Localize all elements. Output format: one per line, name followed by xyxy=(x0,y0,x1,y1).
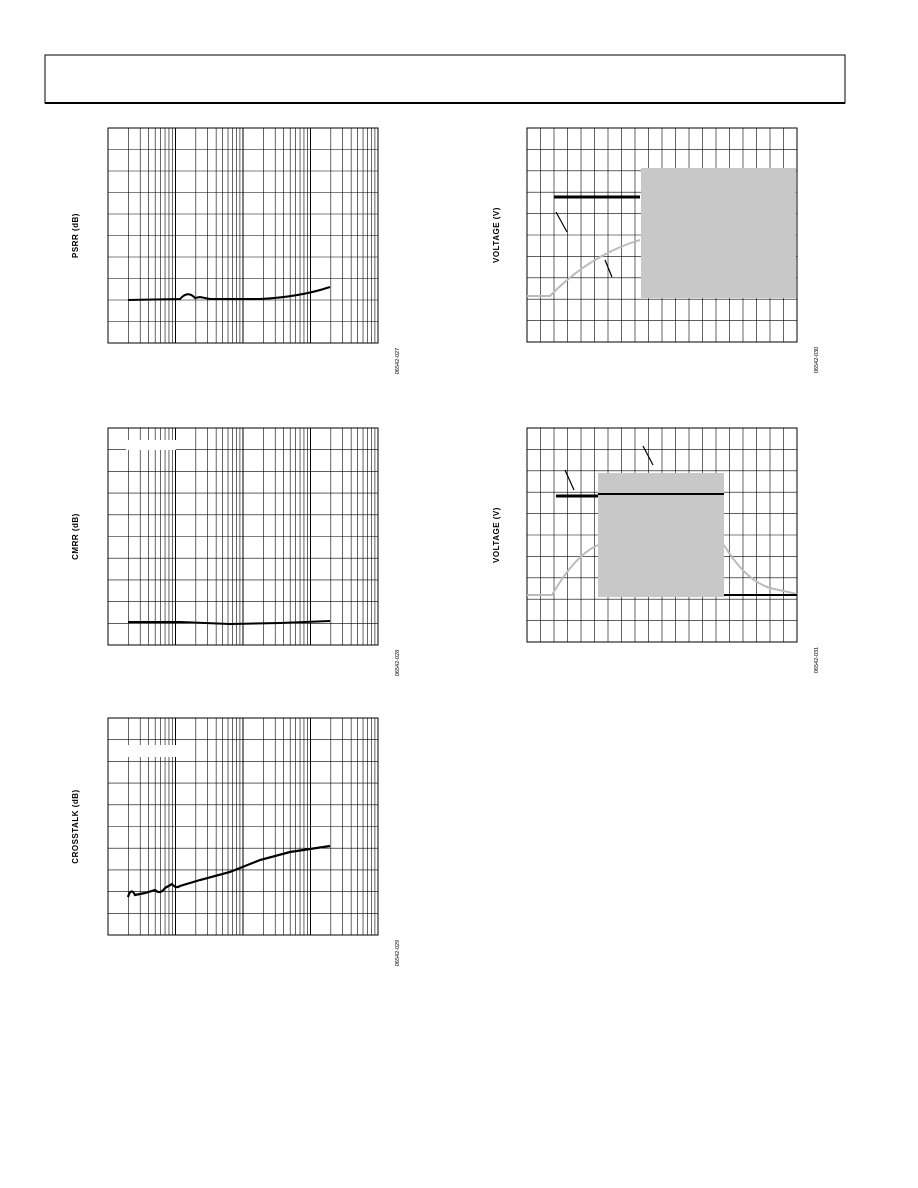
trace xyxy=(127,286,331,301)
axis-label: CMRR (dB) xyxy=(71,513,80,560)
arrow xyxy=(555,211,613,278)
trace xyxy=(527,544,798,596)
trace xyxy=(527,239,641,297)
figure: PSRR (dB) 06542-027 xyxy=(71,127,401,374)
trace xyxy=(128,620,331,626)
figure: CROSSTALK (dB) 06542-029 xyxy=(71,717,401,966)
header-box xyxy=(44,54,846,104)
axis-label: PSRR (dB) xyxy=(71,213,80,258)
trace xyxy=(126,844,331,898)
figure-id: 06542-029 xyxy=(395,940,401,966)
figure-id: 06542-027 xyxy=(395,348,401,374)
axis-label: VOLTAGE (V) xyxy=(492,207,501,263)
axis-label: CROSSTALK (dB) xyxy=(71,789,80,863)
figure-id: 06542-031 xyxy=(814,647,820,673)
figure-id: 06542-030 xyxy=(814,347,820,373)
figure: CMRR (dB) 06542-028 xyxy=(71,427,401,676)
noise-band xyxy=(598,473,724,597)
legend-mask xyxy=(126,440,176,450)
legend-mask xyxy=(126,745,188,757)
arrow xyxy=(564,445,654,491)
noise-band xyxy=(641,168,796,298)
figure-id: 06542-028 xyxy=(395,650,401,676)
axis-label: VOLTAGE (V) xyxy=(492,507,501,563)
